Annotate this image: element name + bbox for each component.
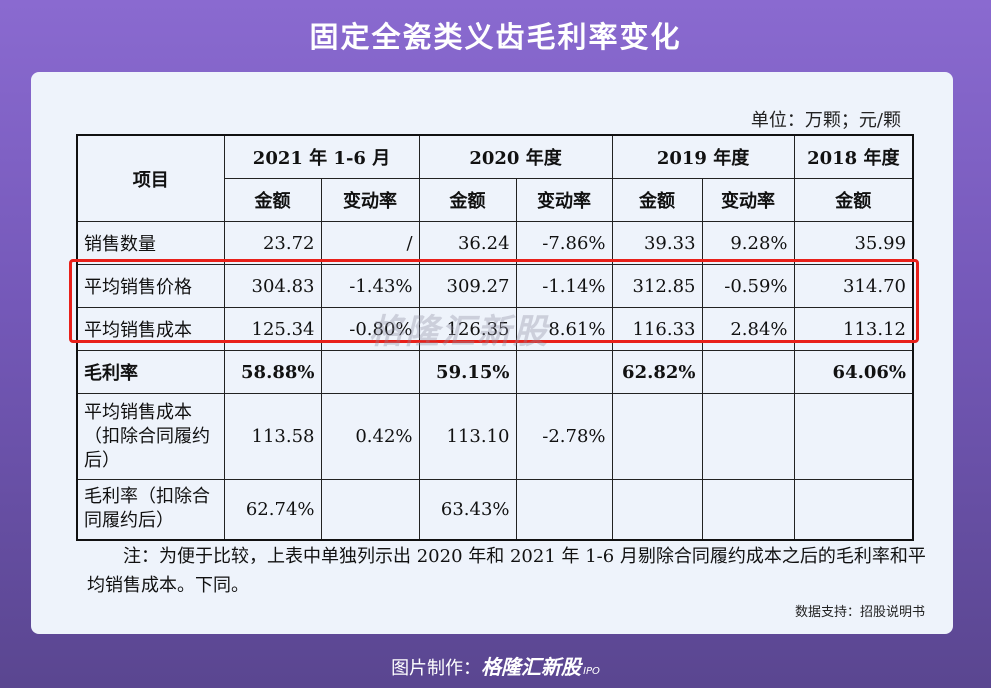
- page-title: 固定全瓷类义齿毛利率变化: [309, 20, 682, 54]
- subheader-amount: 金额: [611, 178, 703, 222]
- subheader-amount: 金额: [223, 178, 322, 222]
- subheader-change: 变动率: [701, 178, 795, 222]
- header-period: 2019 年度: [611, 134, 795, 179]
- table-cell: 312.85: [611, 264, 703, 308]
- table-cell: [611, 479, 703, 540]
- credit-prefix: 图片制作：: [391, 658, 482, 679]
- table-cell: 58.88%: [223, 350, 322, 394]
- brand-logo-text: 格隆汇新股: [481, 655, 582, 679]
- table-cell: 113.10: [418, 393, 517, 480]
- table-cell: [701, 393, 795, 480]
- table-cell: -7.86%: [515, 221, 613, 265]
- highlight-box: [69, 259, 919, 343]
- table-cell: [793, 393, 914, 480]
- table-cell: 314.70: [793, 264, 914, 308]
- table-cell: [320, 350, 420, 394]
- brand-ipo: IPO: [583, 666, 600, 677]
- table-row: 销售数量 23.72 / 36.24 -7.86% 39.33 9.28% 35…: [76, 221, 914, 265]
- row-label: 毛利率（扣除合同履约后）: [76, 479, 225, 540]
- table-row: 平均销售价格 304.83 -1.43% 309.27 -1.14% 312.8…: [76, 264, 914, 308]
- table-cell: /: [320, 221, 420, 265]
- table-cell: 113.58: [223, 393, 322, 480]
- table-cell: 64.06%: [793, 350, 914, 394]
- table-cell: 125.34: [223, 307, 322, 351]
- table-cell: 35.99: [793, 221, 914, 265]
- header-period: 2020 年度: [418, 134, 613, 179]
- table-cell: 8.61%: [515, 307, 613, 351]
- unit-label: 单位：万颗；元/颗: [750, 110, 901, 131]
- row-label: 平均销售成本（扣除合同履约后）: [76, 393, 225, 480]
- table-cell: 59.15%: [418, 350, 517, 394]
- table-cell: -1.14%: [515, 264, 613, 308]
- content-panel: 单位：万颗；元/颗 项目 2021 年 1-6 月 2020 年度 2019 年…: [31, 72, 953, 634]
- table-cell: 63.43%: [418, 479, 517, 540]
- header-period: 2018 年度: [793, 134, 914, 179]
- row-label: 毛利率: [76, 350, 225, 394]
- table-row: 毛利率（扣除合同履约后） 62.74% 63.43%: [76, 479, 914, 540]
- table-cell: [515, 350, 613, 394]
- header-period: 2021 年 1-6 月: [223, 134, 420, 179]
- header-row: 项目 2021 年 1-6 月 2020 年度 2019 年度 2018 年度: [76, 134, 914, 222]
- table-cell: 0.42%: [320, 393, 420, 480]
- row-label: 平均销售成本: [76, 307, 225, 351]
- row-label: 销售数量: [76, 221, 225, 265]
- table-cell: 23.72: [223, 221, 322, 265]
- source-label: 数据支持：招股说明书: [794, 605, 925, 620]
- table-cell: 113.12: [793, 307, 914, 351]
- row-label: 平均销售价格: [76, 264, 225, 308]
- table-row: 平均销售成本 125.34 -0.80% 126.35 8.61% 116.33…: [76, 307, 914, 351]
- table-cell: [611, 393, 703, 480]
- table-cell: [515, 479, 613, 540]
- watermark: 格隆汇新股: [369, 312, 549, 352]
- header-item: 项目: [76, 134, 225, 222]
- subheader-change: 变动率: [515, 178, 613, 222]
- footnote: 注：为便于比较，上表中单独列示出 2020 年和 2021 年 1-6 月剔除合…: [87, 546, 926, 596]
- table-cell: 62.82%: [611, 350, 703, 394]
- table-row: 平均销售成本（扣除合同履约后） 113.58 0.42% 113.10 -2.7…: [76, 393, 914, 480]
- table-cell: 36.24: [418, 221, 517, 265]
- table-row: 毛利率 58.88% 59.15% 62.82% 64.06%: [76, 350, 914, 394]
- gross-margin-table: 项目 2021 年 1-6 月 2020 年度 2019 年度 2018 年度 …: [76, 134, 915, 541]
- table-cell: 62.74%: [223, 479, 322, 540]
- table-cell: -2.78%: [515, 393, 613, 480]
- table-cell: [320, 479, 420, 540]
- subheader-change: 变动率: [320, 178, 420, 222]
- table-cell: [701, 479, 795, 540]
- table-cell: [793, 479, 914, 540]
- credit-line: 图片制作：格隆汇新股 IPO: [0, 651, 991, 680]
- table-cell: -0.59%: [701, 264, 795, 308]
- subheader-amount: 金额: [418, 178, 517, 222]
- table-cell: -0.80%: [320, 307, 420, 351]
- subheader-row: 金额 变动率 金额 变动率 金额 变动率 金额: [77, 178, 914, 222]
- table-cell: [701, 350, 795, 394]
- subheader-amount: 金额: [793, 178, 914, 222]
